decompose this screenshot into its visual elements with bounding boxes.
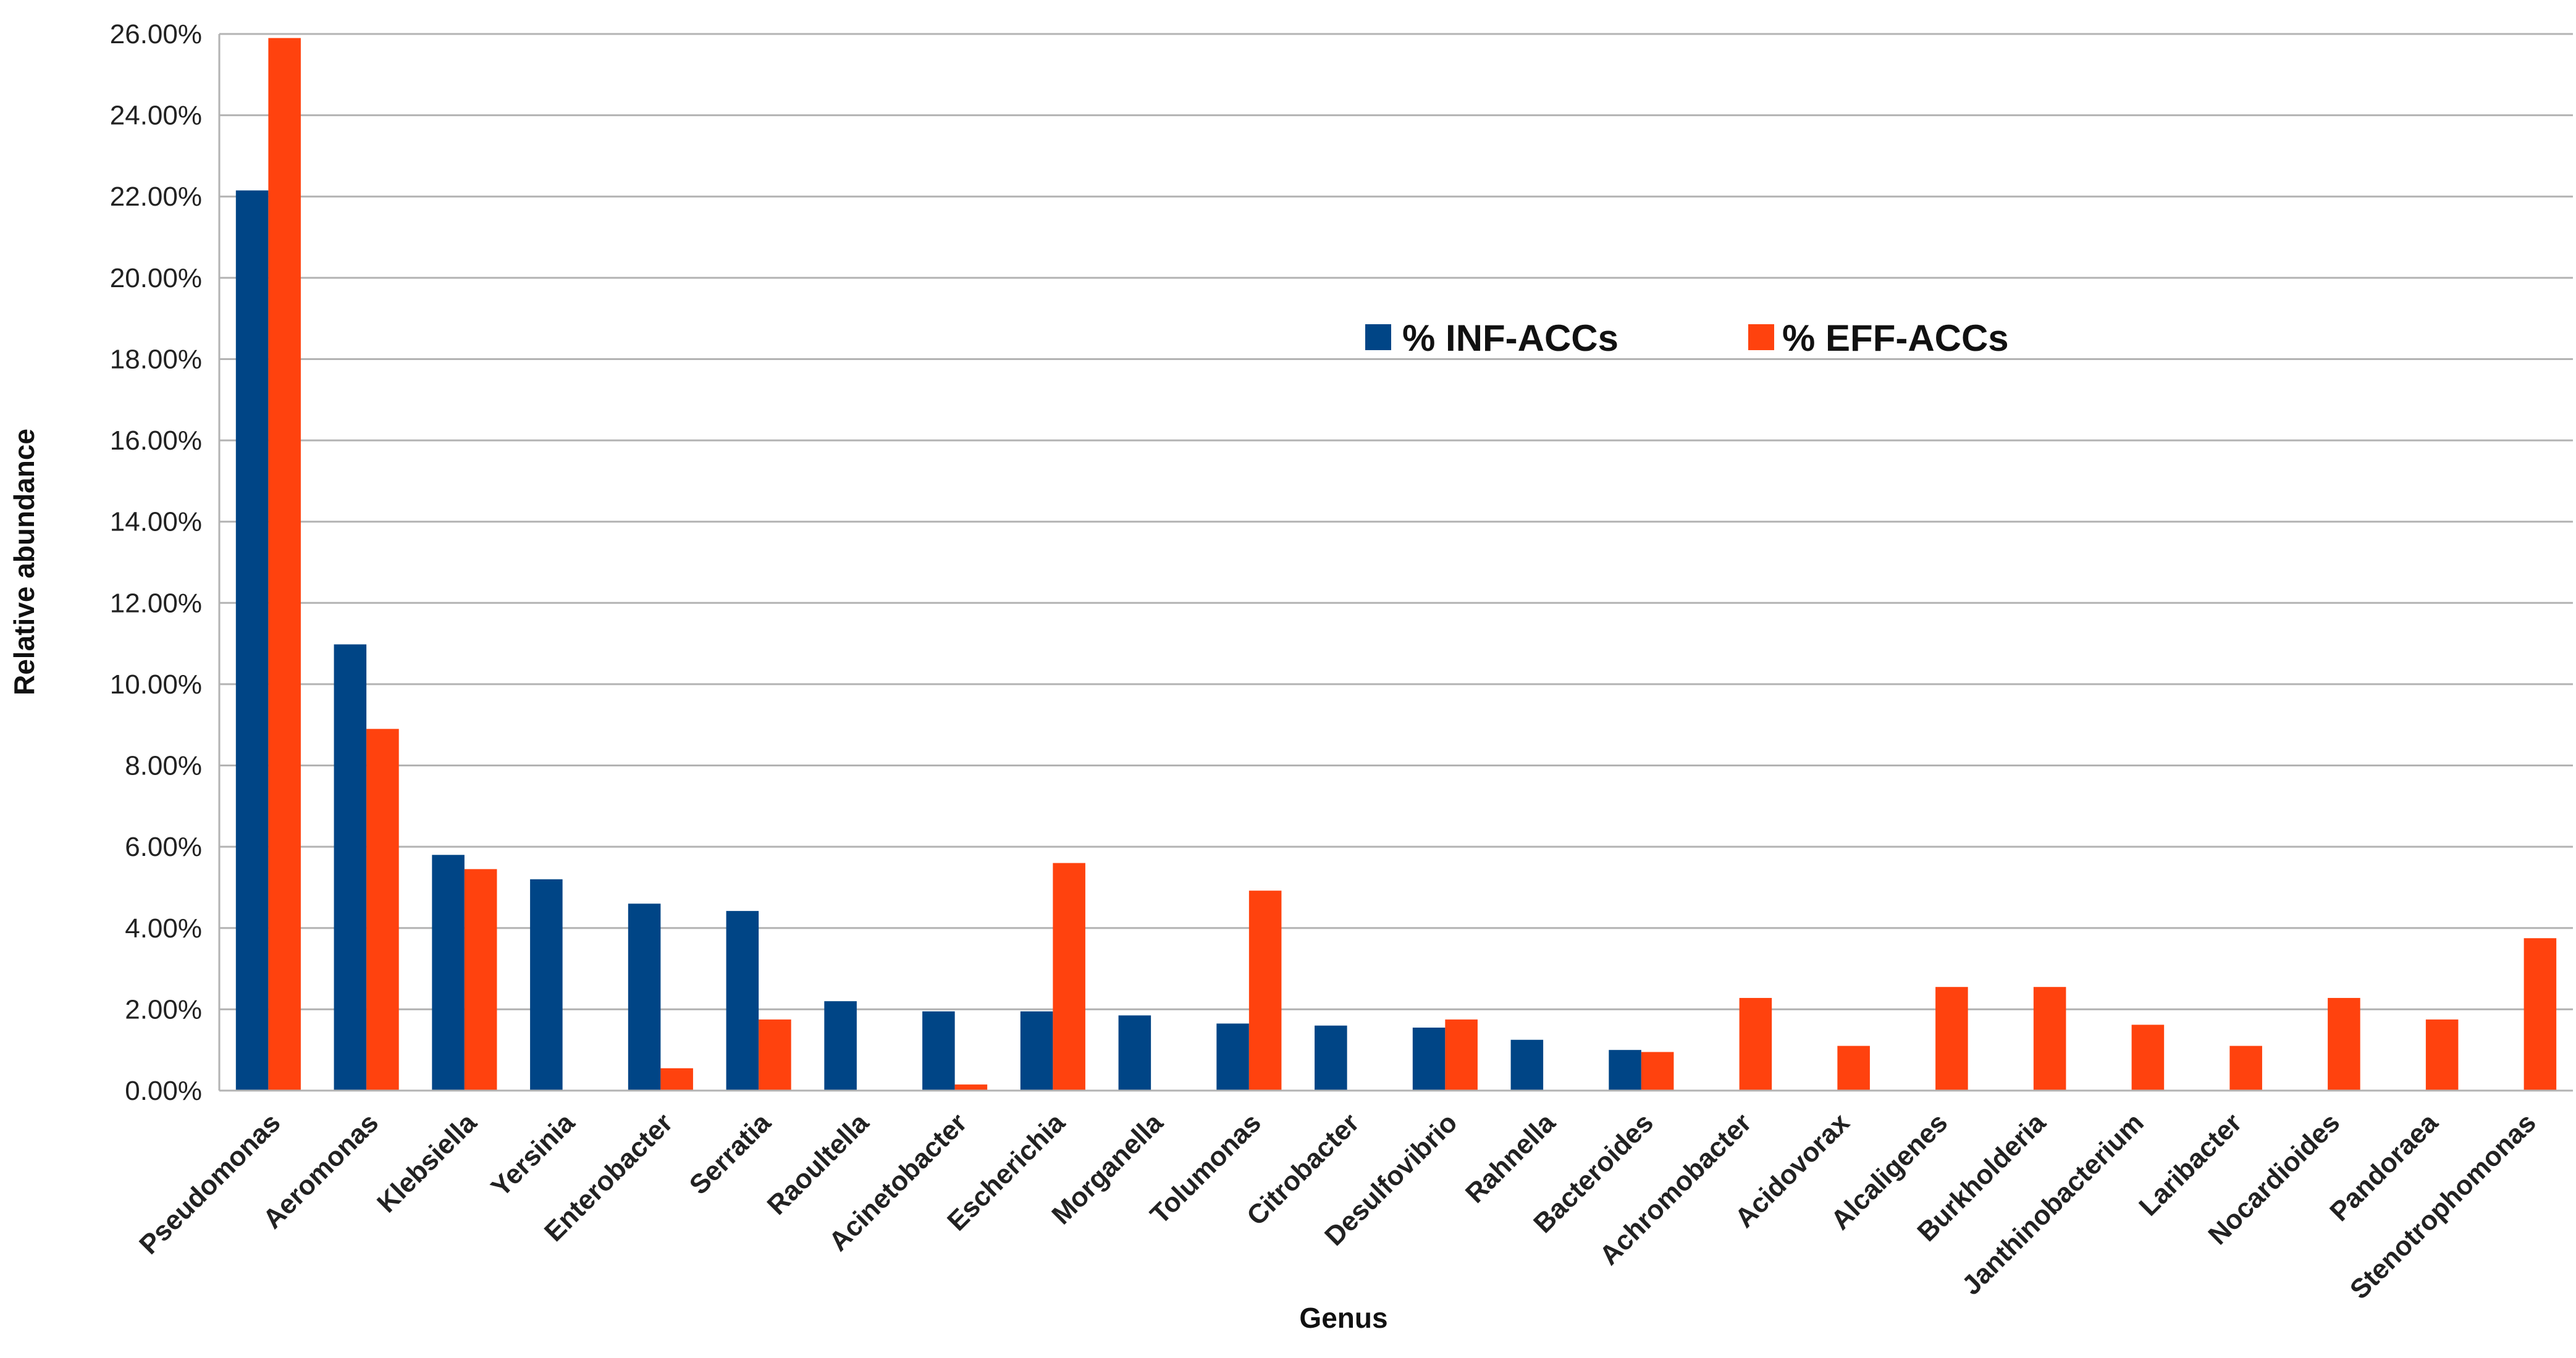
bar-eff-accs-alcaligenes (1935, 987, 1968, 1091)
legend: % INF-ACCs % EFF-ACCs (1365, 317, 2009, 359)
bar-inf-accs-aeromonas (334, 644, 367, 1091)
y-tick-label: 0.00% (125, 1076, 202, 1106)
bar-eff-accs-achromobacter (1739, 997, 1772, 1091)
bar-eff-accs-janthinobacterium (2131, 1025, 2165, 1091)
bar-eff-accs-burkholderia (2033, 987, 2066, 1091)
bar-inf-accs-tolumonas (1216, 1023, 1249, 1091)
x-axis-title: Genus (1299, 1302, 1387, 1334)
bar-eff-accs-tolumonas (1248, 891, 1282, 1091)
y-tick-labels: 0.00% 2.00% 4.00% 6.00% 8.00% 10.00% 12.00% 14.… (110, 19, 202, 1106)
y-tick-label: 2.00% (125, 994, 202, 1025)
y-tick-label: 4.00% (125, 913, 202, 944)
bar-eff-accs-escherichia (1053, 863, 1085, 1091)
bar-eff-accs-bacteroides (1641, 1052, 1674, 1091)
x-tick-label: Serratia (684, 1107, 777, 1201)
bar-eff-accs-laribacter (2229, 1046, 2262, 1091)
bar-inf-accs-acinetobacter (922, 1011, 955, 1091)
y-tick-label: 22.00% (110, 182, 202, 212)
y-tick-label: 10.00% (110, 669, 202, 700)
bar-inf-accs-pseudomonas (235, 190, 269, 1091)
bar-eff-accs-stenotrophomonas (2523, 938, 2557, 1091)
legend-swatch (1748, 324, 1774, 350)
legend-label: % INF-ACCs (1402, 317, 1618, 359)
bar-inf-accs-desulfovibrio (1412, 1027, 1446, 1091)
bar-eff-accs-acidovorax (1837, 1046, 1870, 1091)
bar-inf-accs-yersinia (530, 879, 563, 1091)
bar-inf-accs-bacteroides (1609, 1050, 1641, 1091)
y-tick-label: 20.00% (110, 263, 202, 293)
y-tick-label: 8.00% (125, 751, 202, 781)
x-tick-label: Klebsiella (371, 1107, 482, 1218)
x-tick-label: Rahnella (1460, 1107, 1562, 1209)
legend-swatch (1365, 324, 1391, 350)
bars (235, 38, 2557, 1091)
y-tick-label: 24.00% (110, 101, 202, 131)
bar-inf-accs-morganella (1118, 1015, 1151, 1091)
y-tick-label: 6.00% (125, 832, 202, 862)
y-tick-label: 16.00% (110, 425, 202, 456)
y-tick-label: 14.00% (110, 507, 202, 537)
y-axis-title: Relative abundance (8, 429, 40, 695)
bar-inf-accs-raoultella (824, 1001, 857, 1091)
y-tick-label: 12.00% (110, 588, 202, 618)
bar-eff-accs-klebsiella (464, 869, 497, 1091)
bar-eff-accs-nocardioides (2328, 997, 2360, 1091)
x-tick-label: Pseudomonas (133, 1107, 286, 1260)
x-tick-label: Janthinobacterium (1956, 1107, 2150, 1301)
bar-inf-accs-serratia (726, 911, 759, 1091)
bar-eff-accs-serratia (759, 1019, 791, 1091)
bar-eff-accs-enterobacter (660, 1068, 693, 1091)
axes (218, 34, 2573, 1092)
x-tick-label: Yersinia (486, 1107, 581, 1202)
bar-eff-accs-pandoraea (2425, 1019, 2459, 1091)
bar-eff-accs-acinetobacter (954, 1084, 988, 1091)
legend-label: % EFF-ACCs (1782, 317, 2009, 359)
bar-inf-accs-citrobacter (1315, 1025, 1347, 1091)
bar-inf-accs-escherichia (1020, 1011, 1053, 1091)
bar-inf-accs-rahnella (1510, 1039, 1544, 1091)
x-tick-label: Stenotrophomonas (2344, 1107, 2542, 1305)
bar-inf-accs-klebsiella (432, 855, 465, 1091)
bar-eff-accs-aeromonas (366, 729, 399, 1091)
y-tick-label: 18.00% (110, 344, 202, 374)
y-tick-label: 26.00% (110, 19, 202, 49)
gridlines (219, 33, 2573, 1092)
bar-eff-accs-desulfovibrio (1445, 1019, 1478, 1091)
bar-eff-accs-pseudomonas (268, 38, 301, 1091)
bar-inf-accs-enterobacter (628, 903, 661, 1091)
